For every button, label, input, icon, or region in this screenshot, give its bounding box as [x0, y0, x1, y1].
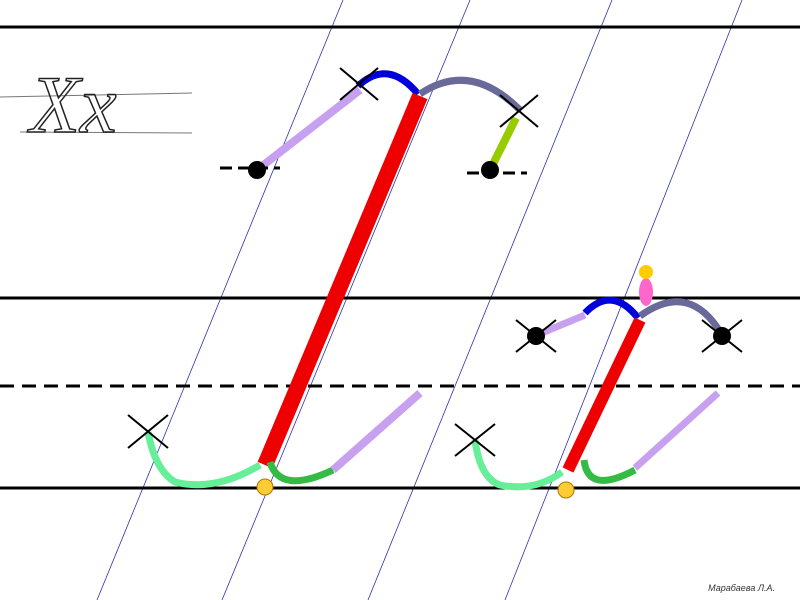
slant-lines	[96, 0, 743, 600]
stroke-red	[257, 92, 428, 469]
stroke-green	[580, 459, 637, 484]
stroke-red	[562, 317, 646, 473]
slant-line	[367, 0, 613, 600]
decorations	[256, 265, 653, 499]
cross	[127, 414, 169, 449]
capital-letter	[144, 70, 523, 489]
stroke-lavender	[254, 86, 363, 174]
smiley	[557, 481, 575, 499]
slant-line	[504, 0, 743, 600]
ruling	[0, 25, 800, 490]
stroke-blue	[582, 296, 641, 321]
stroke-green	[266, 460, 335, 485]
sample-letters: Xx	[27, 59, 116, 150]
cross	[339, 67, 379, 101]
stroke-slate	[637, 298, 726, 337]
small-letter	[471, 296, 726, 491]
stroke-blue	[355, 70, 421, 97]
smiley	[256, 478, 274, 496]
stroke-slate	[418, 76, 523, 113]
dot	[248, 161, 266, 179]
bird-head	[639, 265, 653, 279]
stroke-lavender	[330, 390, 423, 473]
sample: Xx	[0, 58, 193, 151]
cross	[454, 423, 496, 457]
dot	[713, 327, 731, 345]
stroke-lavender	[535, 311, 587, 339]
slant-line	[221, 0, 471, 600]
stroke-mint	[471, 439, 565, 491]
slant-line	[96, 0, 344, 600]
stroke-mint	[144, 431, 262, 489]
dot	[527, 327, 545, 345]
bird	[639, 278, 653, 306]
stroke-lime	[486, 116, 520, 172]
stroke-lavender	[632, 390, 721, 471]
sample-line	[0, 92, 193, 98]
cross	[499, 94, 539, 128]
author: Марабаева Л.А.	[708, 583, 775, 593]
sample-line	[19, 131, 193, 134]
dot	[481, 161, 499, 179]
dots	[248, 161, 731, 345]
